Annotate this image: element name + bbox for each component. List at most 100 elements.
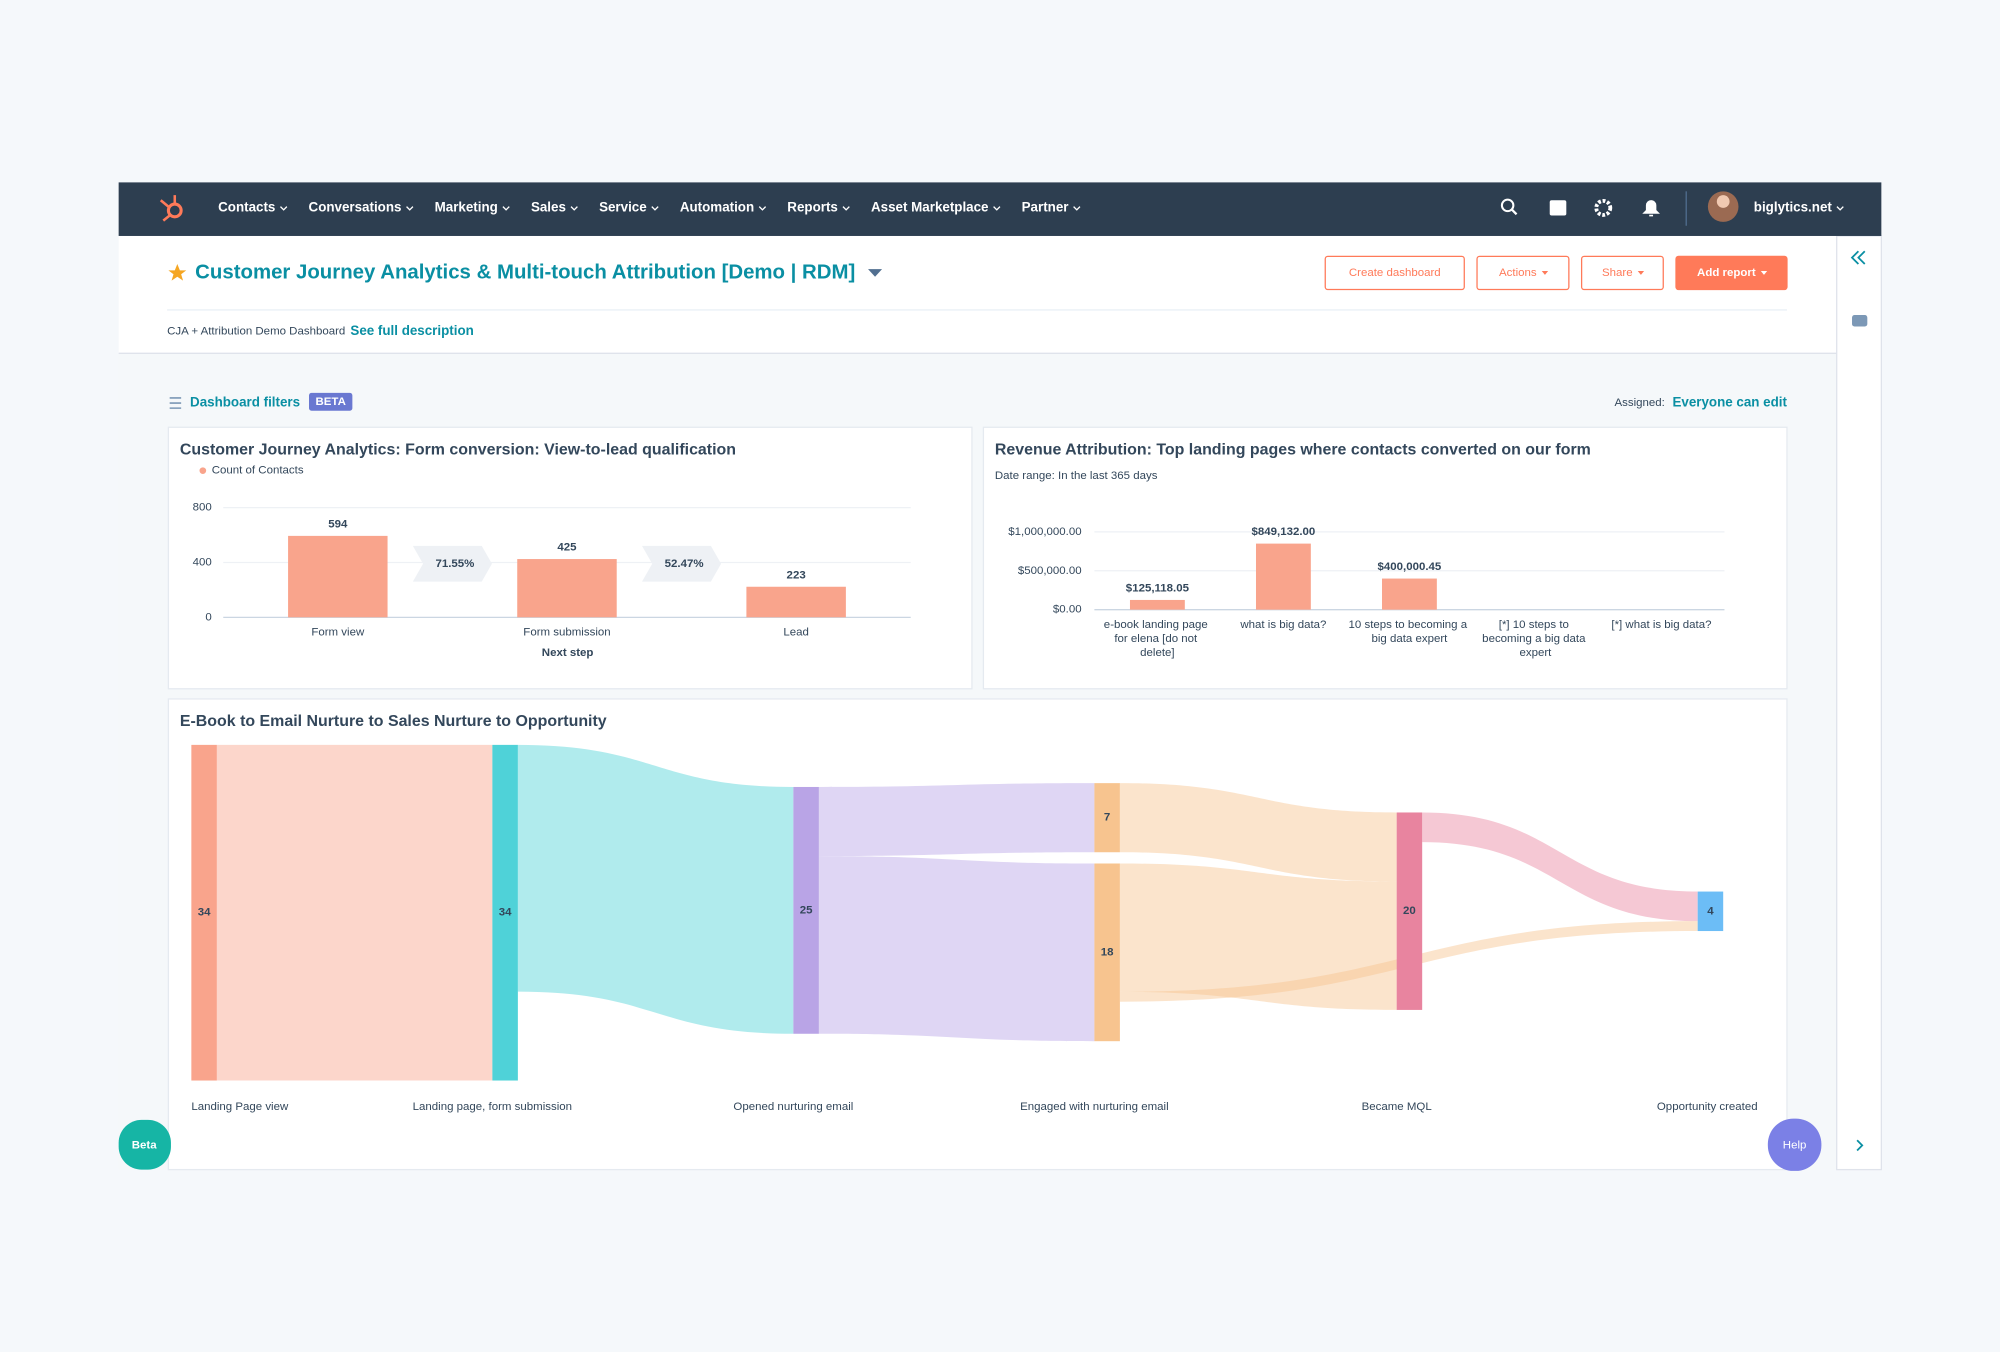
data-label: $849,132.00 <box>1252 526 1316 538</box>
y-tick-label: $1,000,000.00 <box>1008 526 1081 538</box>
header-button[interactable] <box>1324 255 1465 291</box>
sankey-link <box>818 783 1095 857</box>
x-tick-label: [*] what is big data? <box>1611 619 1711 631</box>
nav-item[interactable]: Sales <box>531 199 566 214</box>
title-dropdown[interactable] <box>868 269 883 277</box>
sankey-node <box>1396 812 1423 1010</box>
label-line: [*] 10 steps to <box>1499 619 1572 631</box>
dashboard-title[interactable]: Customer Journey Analytics & Multi-touch… <box>195 261 855 283</box>
header-button-label[interactable]: Actions <box>1499 267 1537 279</box>
node-label: 18 <box>1101 946 1114 958</box>
label-line: big data expert <box>1371 633 1448 645</box>
sankey-node <box>793 786 819 1034</box>
stage-label: Engaged with nurturing email <box>1020 1101 1169 1113</box>
collapse-icon[interactable] <box>1850 250 1866 265</box>
header-button[interactable] <box>1675 255 1788 291</box>
label-line: [*] what is big data? <box>1611 619 1711 631</box>
sankey-node <box>492 744 518 1081</box>
filters-icon[interactable] <box>169 397 182 409</box>
sankey-link <box>1422 812 1698 922</box>
node-label: 7 <box>1104 812 1110 824</box>
nav-chevron <box>502 206 510 211</box>
sankey-link <box>1119 863 1397 1010</box>
x-tick-label: what is big data? <box>1239 619 1326 631</box>
beta-label[interactable]: Beta <box>132 1139 157 1151</box>
nav-item[interactable]: Automation <box>680 199 754 214</box>
sankey-link <box>216 744 493 1081</box>
y-tick-label: 0 <box>205 611 211 623</box>
chart-title: Customer Journey Analytics: Form convers… <box>180 441 736 458</box>
marketplace-icon[interactable] <box>1549 200 1567 216</box>
nav-item[interactable]: Reports <box>787 199 838 214</box>
label-line: e-book landing page <box>1104 619 1211 631</box>
y-tick-label: 400 <box>193 557 212 569</box>
stage-label: Became MQL <box>1362 1101 1432 1113</box>
nav-item[interactable]: Marketing <box>435 199 498 214</box>
header-button-label[interactable]: Share <box>1602 267 1633 279</box>
expand-icon[interactable] <box>1856 1139 1864 1152</box>
beta-badge <box>309 392 353 411</box>
stage-label: Opened nurturing email <box>733 1101 853 1113</box>
account-chevron <box>1836 206 1844 211</box>
data-label: 594 <box>328 518 348 530</box>
conversion-label: 71.55% <box>435 558 474 570</box>
beta-button[interactable] <box>118 1119 171 1170</box>
sankey-node <box>1697 891 1724 932</box>
logo-spokes <box>159 195 177 222</box>
x-tick-label: 10 steps to becoming a big data expert <box>1349 619 1471 645</box>
bar <box>517 559 617 618</box>
nav-item[interactable]: Conversations <box>309 199 402 214</box>
bar <box>1382 578 1437 610</box>
help-button[interactable] <box>1767 1118 1822 1171</box>
account-name[interactable]: biglytics.net <box>1754 199 1833 214</box>
filters-label[interactable]: Dashboard filters <box>190 395 300 410</box>
card <box>167 698 1788 1171</box>
assigned-label: Assigned: <box>1614 397 1664 409</box>
chart-title: Revenue Attribution: Top landing pages w… <box>995 441 1591 458</box>
notifications-icon[interactable] <box>1642 200 1660 217</box>
data-label: 425 <box>557 542 577 554</box>
button-caret <box>1637 271 1645 275</box>
header-button[interactable] <box>1580 255 1664 291</box>
x-tick-label: Lead <box>783 627 809 639</box>
filters-icon-lines <box>169 397 182 409</box>
beta-badge-label: BETA <box>315 396 345 408</box>
nav-item[interactable]: Service <box>599 199 647 214</box>
label-line: for elena [do not <box>1114 633 1200 645</box>
description-link[interactable]: See full description <box>350 323 473 338</box>
avatar-face <box>1716 195 1730 208</box>
y-tick-label: $500,000.00 <box>1018 565 1082 577</box>
bar <box>1255 543 1311 610</box>
logo[interactable] <box>159 195 183 222</box>
help-label[interactable]: Help <box>1783 1139 1807 1151</box>
nav-item[interactable]: Asset Marketplace <box>871 199 988 214</box>
stage-label: Opportunity created <box>1657 1101 1758 1113</box>
label-line: what is big data? <box>1239 619 1326 631</box>
chat-icon[interactable] <box>1852 315 1868 327</box>
data-label: $125,118.05 <box>1126 582 1190 594</box>
header-button-label[interactable]: Create dashboard <box>1349 267 1441 279</box>
legend-swatch <box>199 467 207 474</box>
card <box>982 426 1788 690</box>
nav-item[interactable]: Partner <box>1022 199 1069 214</box>
nav-icons <box>1500 191 1739 226</box>
header-button-label[interactable]: Add report <box>1697 267 1756 279</box>
x-axis-label: Next step <box>542 647 594 659</box>
button-caret <box>1760 271 1768 275</box>
bar <box>288 535 388 618</box>
nav-item[interactable]: Contacts <box>218 199 275 214</box>
nav-chevron <box>280 206 288 211</box>
settings-icon[interactable] <box>1594 198 1613 217</box>
legend-label: Count of Contacts <box>212 465 304 477</box>
assigned-value[interactable]: Everyone can edit <box>1672 395 1787 410</box>
label-line: delete] <box>1140 647 1174 659</box>
nav-bar <box>118 182 1882 236</box>
nav-chevron <box>651 206 659 211</box>
nav-chevron <box>570 206 578 211</box>
y-tick-label: $0.00 <box>1053 604 1082 616</box>
favorite-star[interactable] <box>168 264 187 281</box>
search-icon[interactable] <box>1500 198 1515 213</box>
chart-subtitle: Date range: In the last 365 days <box>995 470 1158 482</box>
header-button[interactable] <box>1476 255 1570 291</box>
